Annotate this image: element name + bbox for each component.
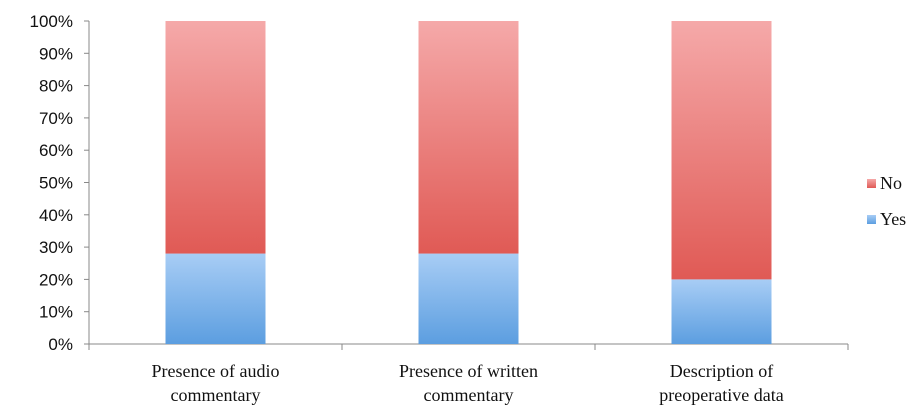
category-label: preoperative data: [659, 385, 783, 405]
y-tick-label: 90%: [39, 44, 73, 63]
bar-yes-2: [671, 279, 772, 344]
bar-yes-1: [418, 253, 519, 344]
legend-swatch-yes: [867, 215, 876, 224]
y-tick-label: 30%: [39, 238, 73, 257]
category-label: commentary: [424, 385, 514, 405]
category-label: Presence of audio: [152, 361, 280, 381]
category-label: Presence of written: [399, 361, 538, 381]
y-tick-label: 10%: [39, 303, 73, 322]
category-label: commentary: [171, 385, 261, 405]
y-tick-label: 20%: [39, 270, 73, 289]
category-labels: Presence of audio commentary Presence of w…: [152, 361, 784, 405]
legend-label-yes: Yes: [880, 209, 906, 229]
axes: 0% 10% 20% 30% 40% 50% 60% 70% 80% 90% 100%: [30, 12, 849, 354]
y-tick-label: 100%: [30, 12, 73, 31]
legend-swatch-no: [867, 179, 876, 188]
y-tick-label: 70%: [39, 109, 73, 128]
legend: No Yes: [867, 173, 906, 229]
y-tick-label: 80%: [39, 77, 73, 96]
y-tick-label: 40%: [39, 206, 73, 225]
bars: [165, 21, 772, 344]
bar-no-2: [671, 21, 772, 280]
bar-no-1: [418, 21, 519, 254]
category-label: Description of: [670, 361, 773, 381]
bar-yes-0: [165, 253, 266, 344]
y-tick-label: 60%: [39, 141, 73, 160]
legend-label-no: No: [880, 173, 902, 193]
bar-no-0: [165, 21, 266, 254]
y-tick-label: 0%: [48, 335, 73, 354]
y-tick-label: 50%: [39, 174, 73, 193]
